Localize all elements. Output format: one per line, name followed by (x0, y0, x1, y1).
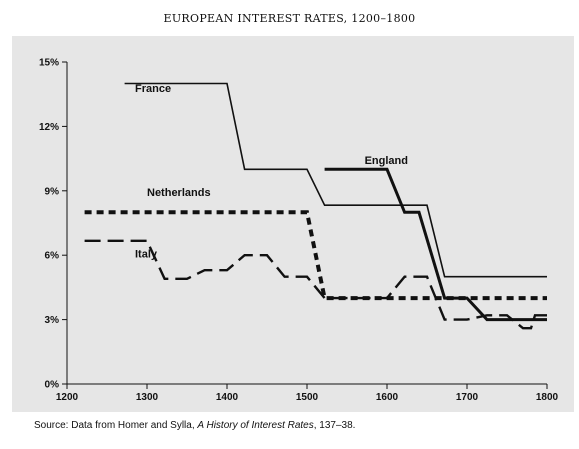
source-note: Source: Data from Homer and Sylla, A His… (34, 420, 355, 431)
x-tick-label: 1300 (136, 392, 159, 403)
series-line-france (124, 82, 547, 278)
series-label-netherlands: Netherlands (147, 187, 211, 199)
x-tick-label: 1700 (456, 392, 479, 403)
x-tick-label: 1400 (216, 392, 239, 403)
chart-panel (12, 36, 574, 412)
y-tick-label: 3% (45, 315, 60, 326)
x-tick-label: 1600 (376, 392, 399, 403)
y-tick-label: 0% (45, 380, 60, 391)
x-tick-label: 1200 (56, 392, 79, 403)
source-book-title: A History of Interest Rates (197, 420, 314, 431)
source-suffix: , 137–38. (313, 420, 356, 431)
series-label-italy: Italy (135, 248, 158, 260)
y-tick-label: 15% (39, 58, 59, 69)
source-prefix: Source: Data from Homer and Sylla, (34, 420, 198, 431)
y-tick-label: 6% (45, 251, 60, 262)
chart-title: EUROPEAN INTEREST RATES, 1200–1800 (163, 12, 416, 25)
y-tick-label: 9% (45, 186, 60, 197)
series-label-france: France (135, 83, 171, 95)
x-tick-label: 1800 (536, 392, 559, 403)
x-tick-label: 1500 (296, 392, 319, 403)
series-line-italy (84, 239, 547, 330)
series-label-england: England (365, 155, 408, 167)
y-tick-label: 12% (39, 122, 59, 133)
